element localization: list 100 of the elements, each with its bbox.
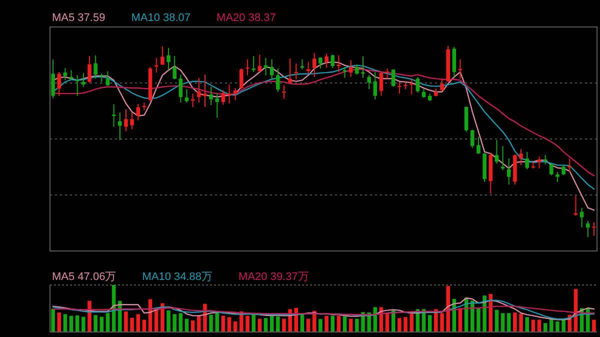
candlestick [458, 58, 462, 80]
candlestick [500, 145, 505, 171]
candlestick [586, 220, 590, 238]
candlestick [221, 90, 226, 106]
candlestick [348, 60, 353, 78]
candlestick [227, 84, 232, 104]
candlestick [494, 140, 499, 164]
candlestick [288, 58, 292, 84]
candlestick [385, 68, 390, 80]
candlestick [160, 46, 164, 66]
candlestick [75, 74, 80, 96]
candlestick [592, 222, 596, 236]
bar [106, 313, 110, 332]
bar [57, 312, 61, 332]
bar [525, 317, 529, 332]
bar [306, 318, 310, 332]
candlestick [172, 55, 176, 80]
bar [246, 316, 250, 332]
candlestick [562, 164, 566, 176]
candlestick [464, 106, 468, 132]
bar [428, 315, 432, 332]
bar [592, 320, 596, 332]
bar [318, 319, 322, 332]
bar [63, 314, 68, 332]
candlestick [51, 59, 55, 98]
candlestick [106, 70, 110, 86]
bar [392, 310, 396, 332]
candlestick [556, 171, 560, 182]
candlestick [178, 74, 183, 104]
bar [348, 318, 353, 332]
bar [184, 318, 189, 332]
candlestick [63, 67, 68, 81]
bar [178, 313, 183, 332]
bar [166, 310, 170, 332]
bar [324, 316, 328, 332]
bar [82, 316, 86, 332]
candlestick [373, 71, 378, 100]
bar [562, 320, 566, 332]
candlestick [416, 76, 420, 94]
bar [330, 316, 334, 332]
candlestick [470, 129, 474, 148]
candlestick [252, 55, 256, 72]
candlestick [476, 136, 480, 154]
text: MA10 38.07 [131, 12, 191, 24]
bar [556, 321, 560, 332]
candlestick [294, 63, 298, 80]
text: MA20 38.37 [216, 12, 276, 24]
candlestick [118, 112, 122, 141]
candlestick [209, 86, 213, 106]
bar [160, 303, 164, 332]
candlestick [543, 154, 548, 165]
bar [51, 308, 55, 332]
candlestick [124, 108, 128, 132]
candlestick [506, 158, 511, 185]
candlestick [112, 104, 116, 128]
text: MA10 34.88万 [142, 271, 213, 283]
candlestick [367, 74, 371, 90]
series-label: MA5 47.06万 [52, 271, 116, 283]
bar [75, 315, 80, 332]
bar [550, 318, 554, 332]
bar [519, 314, 523, 332]
bar [470, 300, 474, 332]
bar [537, 320, 542, 332]
candlestick [440, 78, 444, 91]
candlestick [452, 46, 456, 78]
candlestick [88, 55, 92, 84]
candlestick [130, 112, 134, 130]
bar [197, 316, 201, 332]
candlestick [398, 81, 402, 94]
bar [276, 316, 280, 332]
bar [531, 320, 536, 332]
bar [130, 318, 134, 332]
candlestick [537, 156, 542, 169]
candlestick [270, 58, 274, 80]
candlestick [336, 54, 341, 72]
bar [142, 320, 146, 332]
candlestick [300, 58, 304, 70]
candlestick [355, 64, 359, 76]
bar [233, 321, 238, 332]
candlestick [519, 148, 523, 166]
candlestick [525, 151, 529, 170]
candlestick [233, 88, 238, 101]
candlestick [379, 71, 384, 96]
bar [264, 318, 268, 332]
candlestick [82, 72, 86, 88]
bar [404, 317, 408, 332]
candlestick [568, 158, 572, 172]
candlestick [136, 103, 140, 121]
candlestick [276, 68, 280, 92]
bar [252, 314, 256, 332]
text: MA20 39.37万 [238, 271, 309, 283]
bar [398, 318, 402, 332]
candlestick [312, 52, 316, 78]
bar [476, 308, 480, 332]
bar [482, 296, 486, 332]
candlestick [324, 53, 328, 68]
bar [124, 311, 128, 332]
candlestick [57, 71, 61, 96]
bar [227, 317, 232, 332]
candlestick [215, 93, 220, 118]
